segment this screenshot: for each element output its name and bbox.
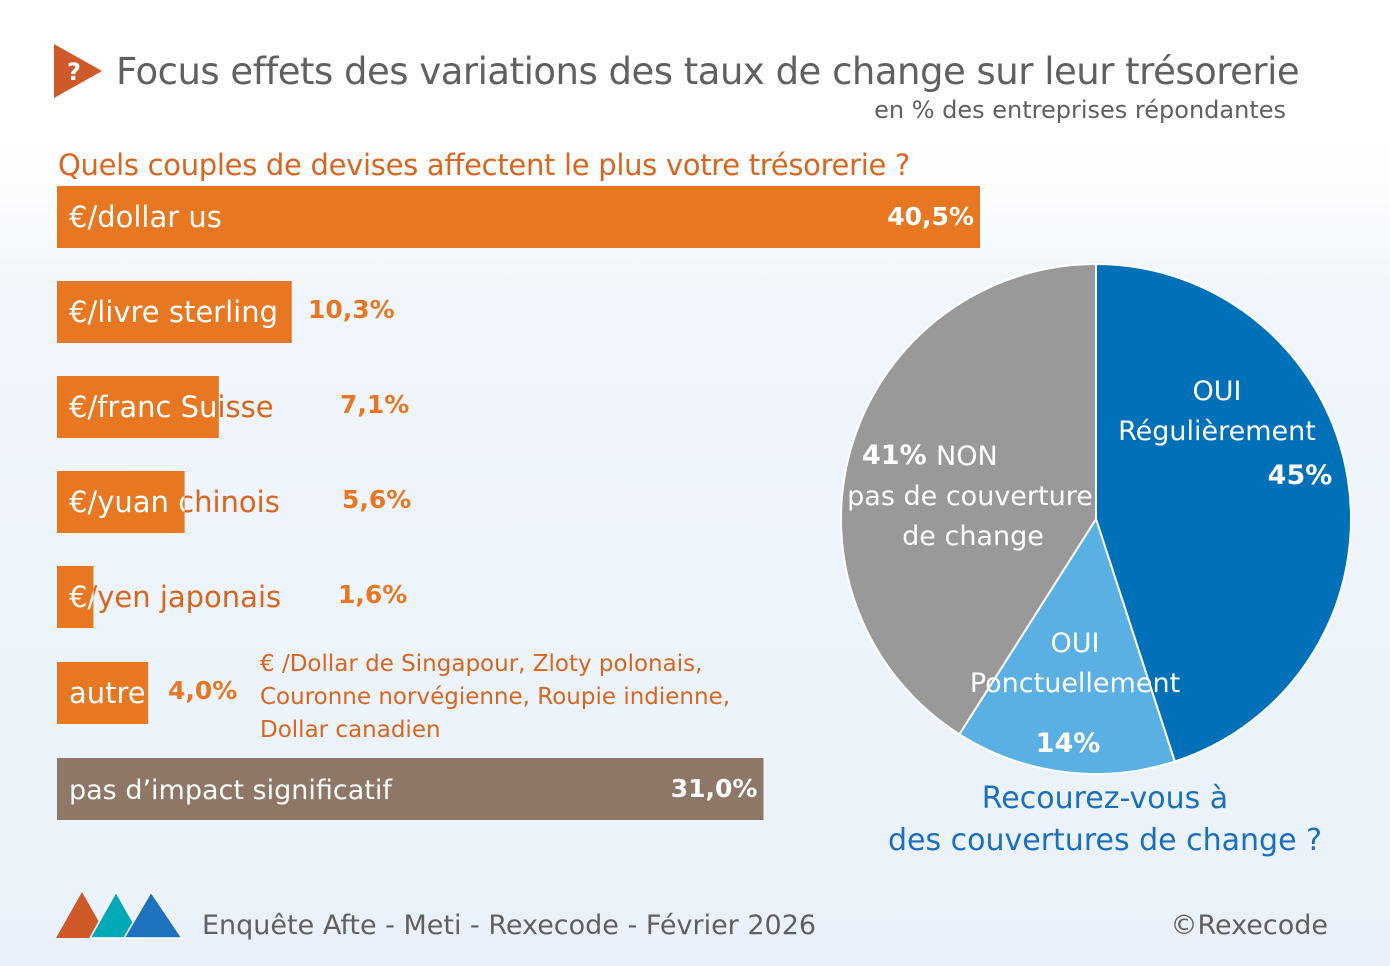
bar-value: 31,0% (671, 774, 758, 803)
note-line: Dollar canadien (260, 717, 441, 743)
bar-value: 10,3% (308, 295, 395, 324)
page-subtitle: en % des entreprises répondantes (874, 96, 1286, 124)
bar-label: €/yen japonais (69, 580, 281, 614)
bar (57, 186, 980, 248)
bar-label: €/yuan chinois (69, 485, 280, 519)
bar-value: 4,0% (168, 676, 237, 705)
bar (57, 758, 764, 820)
pie-label: Régulièrement (1118, 416, 1316, 447)
bar-label: €/dollar us (69, 200, 222, 234)
pie-slice (840, 262, 1097, 736)
pie-label: OUI (1193, 376, 1242, 407)
svg-text:?: ? (67, 58, 81, 86)
bar-value: 5,6% (342, 485, 411, 514)
page-title: Focus effets des variations des taux de … (116, 50, 1300, 93)
copyright: ©Rexecode (1170, 910, 1328, 941)
pie-slice (957, 516, 1177, 775)
bar (57, 662, 149, 724)
pie-label: de change (902, 521, 1044, 552)
bar-label: autre (69, 676, 146, 710)
pie-value: 45% (1268, 460, 1333, 491)
pie-label: OUI (1051, 628, 1100, 659)
bar-label: €/livre sterling (69, 295, 278, 329)
pie-value: 41% (862, 440, 927, 471)
bar-label: €/franc Suisse (69, 390, 274, 424)
bar-value: 7,1% (340, 390, 409, 419)
pie-value: 14% (1036, 728, 1101, 759)
logo (56, 890, 184, 939)
bar-label: pas d’impact significatif (69, 775, 393, 806)
bar-chart-title: Quels couples de devises affectent le pl… (58, 148, 911, 182)
bar (57, 566, 94, 628)
bar (57, 376, 219, 438)
pie-chart-title: Recourez-vous à des couvertures de chang… (850, 778, 1360, 862)
pie-label: Ponctuellement (970, 668, 1180, 699)
pie-label: NON (936, 441, 998, 472)
note-line: Couronne norvégienne, Roupie indienne, (260, 684, 731, 710)
bar-value: 1,6% (338, 580, 407, 609)
bar (57, 281, 292, 343)
note-line: € /Dollar de Singapour, Zloty polonais, (260, 651, 703, 677)
pie-title-line: Recourez-vous à (981, 781, 1229, 816)
bar-value: 40,5% (887, 202, 974, 231)
question-triangle-icon: ? (54, 44, 102, 98)
source-text: Enquête Afte - Meti - Rexecode - Février… (202, 910, 817, 941)
other-currencies-note: € /Dollar de Singapour, Zloty polonais, … (260, 648, 730, 747)
bar (57, 471, 185, 533)
pie-slice (1095, 262, 1352, 763)
pie-label: pas de couverture (847, 481, 1093, 512)
pie-title-line: des couvertures de change ? (887, 823, 1323, 858)
